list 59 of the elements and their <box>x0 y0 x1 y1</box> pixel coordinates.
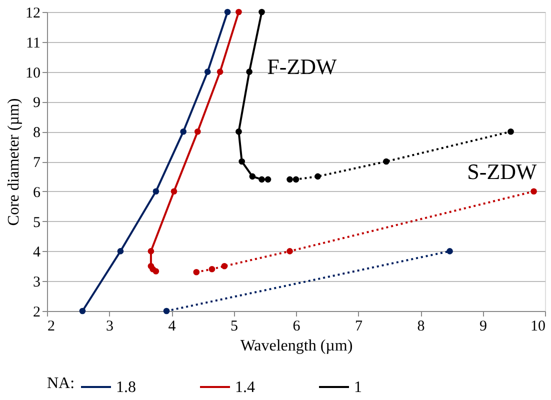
point <box>264 176 272 183</box>
legend-title: NA: <box>47 375 75 392</box>
point <box>258 176 265 183</box>
point <box>292 176 300 183</box>
point <box>530 188 537 195</box>
point <box>236 8 242 16</box>
point <box>286 248 293 254</box>
point <box>148 262 154 270</box>
y-axis-title: Core diameter (µm) <box>6 98 22 226</box>
legend-label: 1.4 <box>235 379 255 396</box>
point <box>286 176 293 183</box>
x-tick-label: 7 <box>355 318 363 334</box>
point <box>224 8 231 16</box>
point <box>117 248 124 254</box>
point <box>249 173 256 180</box>
x-tick-label: 9 <box>480 318 487 334</box>
point <box>194 128 201 135</box>
annotation: S-ZDW <box>467 159 538 184</box>
y-tick-label: 8 <box>33 125 40 142</box>
y-tick-label: 3 <box>33 274 40 291</box>
point <box>236 128 242 135</box>
point <box>258 8 265 16</box>
point <box>208 266 216 272</box>
y-tick-label: 2 <box>33 304 40 320</box>
y-tick-label: 7 <box>33 155 41 171</box>
point <box>163 308 170 314</box>
point <box>193 268 200 276</box>
point <box>170 188 178 195</box>
point <box>152 188 160 195</box>
point <box>148 248 154 254</box>
point <box>508 128 514 135</box>
y-tick-label: 10 <box>26 65 40 82</box>
annotation: F-ZDW <box>267 54 338 79</box>
y-tick-label: 11 <box>26 35 40 52</box>
y-tick-label: 5 <box>33 214 40 231</box>
point <box>238 158 246 165</box>
y-tick-label: 9 <box>33 95 40 112</box>
y-tick-label: 4 <box>33 244 41 261</box>
point <box>216 68 224 75</box>
x-tick-label: 3 <box>106 318 114 334</box>
legend-label: 1 <box>354 379 362 396</box>
x-tick-label: 5 <box>230 318 238 334</box>
point <box>446 248 453 254</box>
x-axis-title: Wavelength (µm) <box>240 338 353 354</box>
point <box>79 308 86 314</box>
point <box>204 68 211 75</box>
y-tick-label: 12 <box>26 6 40 22</box>
point <box>314 173 321 180</box>
point <box>246 68 252 75</box>
y-tick-label: 6 <box>33 184 41 201</box>
x-tick-label: 6 <box>292 318 301 334</box>
x-tick-label: 2 <box>48 318 55 334</box>
point <box>180 128 186 135</box>
x-tick-label: 4 <box>168 318 176 334</box>
point <box>221 262 228 270</box>
point <box>383 158 390 165</box>
x-tick-label: 8 <box>417 318 425 334</box>
legend-label: 1.8 <box>116 379 136 396</box>
x-tick-label: 10 <box>530 318 546 334</box>
